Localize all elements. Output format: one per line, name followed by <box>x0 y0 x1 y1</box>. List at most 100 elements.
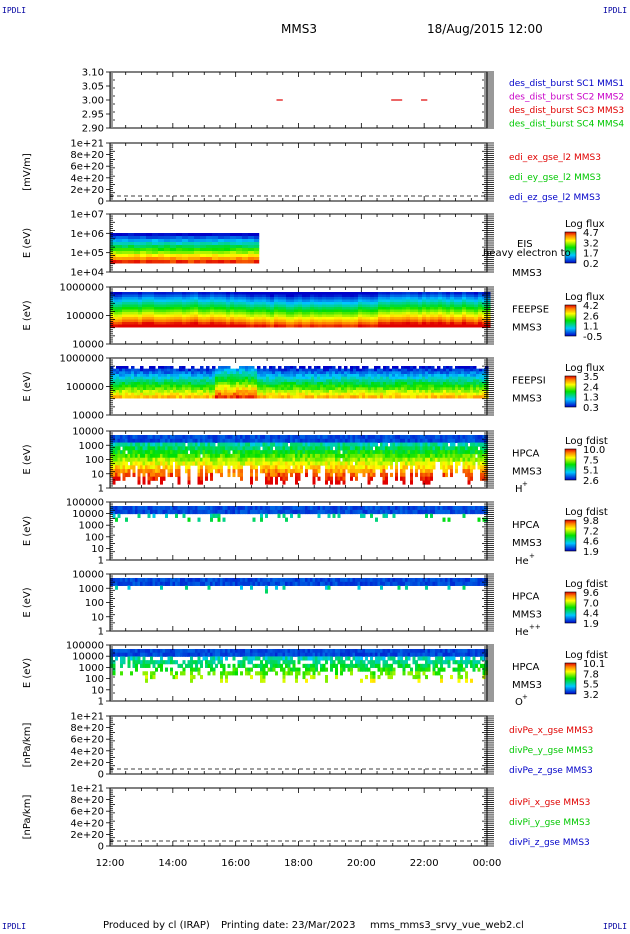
spectrogram-cell <box>474 314 479 318</box>
spectrogram-cell <box>458 387 462 391</box>
spectrogram-cell <box>162 461 166 466</box>
spectrogram-cell <box>254 309 259 313</box>
spectrogram-cell <box>167 390 171 394</box>
spectrogram-cell <box>322 319 327 323</box>
spectrogram-cell <box>167 392 171 396</box>
spectrogram-cell <box>202 302 207 305</box>
spectrogram-cell <box>210 446 213 451</box>
spectrogram-cell <box>212 368 216 372</box>
spectrogram-cell <box>240 438 243 443</box>
spectrogram-cell <box>440 384 444 388</box>
spectrogram-cell <box>146 387 150 391</box>
spectrogram-cell <box>155 469 158 474</box>
spectrogram-cell <box>263 374 267 378</box>
spectrogram-cell <box>354 302 359 305</box>
spectrogram-cell <box>210 450 213 455</box>
spectrogram-cell <box>287 376 291 380</box>
spectrogram-cell <box>230 322 235 325</box>
spectrogram-cell <box>146 379 150 383</box>
spectrogram-cell <box>164 242 171 246</box>
spectrogram-cell <box>245 384 249 388</box>
spectrogram-cell <box>152 506 156 511</box>
spectrogram-cell <box>359 376 363 380</box>
spectrogram-cell <box>134 245 141 249</box>
spectrogram-cell <box>232 435 236 440</box>
spectrogram-cell <box>317 509 321 515</box>
spectrogram-cell <box>415 438 418 443</box>
spectrogram-cell <box>158 257 165 261</box>
spectrogram-cell <box>250 299 255 303</box>
spectrogram-cell <box>350 453 353 459</box>
spectrogram-cell <box>326 395 330 399</box>
spectrogram-cell <box>457 453 461 459</box>
spectrogram-cell <box>341 374 345 378</box>
spectrogram-cell <box>371 395 375 399</box>
spectrogram-cell <box>347 368 351 372</box>
spectrogram-cell <box>322 453 326 459</box>
spectrogram-cell <box>314 302 319 305</box>
spectrogram-cell <box>164 233 171 237</box>
spectrogram-cell <box>317 461 321 466</box>
spectrogram-cell <box>155 374 159 378</box>
spectrogram-cell <box>464 387 468 391</box>
spectrogram-cell <box>147 476 151 481</box>
spectrogram-cell <box>377 395 381 399</box>
spectrogram-cell <box>407 379 411 383</box>
spectrogram-cell <box>250 457 253 462</box>
spectrogram-cell <box>417 461 421 466</box>
spectrogram-cell <box>138 299 143 303</box>
spectrogram-cell <box>368 379 372 383</box>
spectrogram-cell <box>122 245 129 249</box>
spectrogram-cell <box>360 509 363 515</box>
spectrogram-cell <box>422 506 426 511</box>
spectrogram-cell <box>186 312 191 315</box>
spectrogram-cell <box>419 384 423 388</box>
spectrogram-cell <box>191 374 195 378</box>
spectrogram-cell <box>290 453 293 459</box>
spectrogram-cell <box>210 299 215 303</box>
spectrogram-cell <box>404 395 408 399</box>
spectrogram-cell <box>186 302 191 305</box>
spectrogram-cell <box>167 371 171 375</box>
spectrogram-cell <box>314 314 319 318</box>
spectrogram-cell <box>234 322 239 325</box>
spectrogram-cell <box>164 260 171 264</box>
spectrogram-cell <box>478 322 483 325</box>
spectrogram-cell <box>262 317 267 320</box>
spectrogram-cell <box>386 387 390 391</box>
spectrogram-cell <box>358 307 363 310</box>
spectrogram-cell <box>422 472 426 478</box>
spectrogram-cell <box>347 374 351 378</box>
spectrogram-cell <box>210 297 215 300</box>
spectrogram-cell <box>371 390 375 394</box>
spectrogram-cell <box>149 371 153 375</box>
spectrogram-cell <box>285 435 288 440</box>
spectrogram-cell <box>425 384 429 388</box>
spectrogram-cell <box>285 446 288 451</box>
spectrogram-cell <box>374 314 379 318</box>
spectrogram-cell <box>142 304 147 308</box>
spectrogram-cell <box>166 324 171 328</box>
spectrogram-cell <box>325 450 328 455</box>
spectrogram-cell <box>350 309 355 313</box>
spectrogram-cell <box>382 312 387 315</box>
spectrogram-cell <box>306 292 311 295</box>
spectrogram-cell <box>314 307 319 310</box>
spectrogram-cell <box>157 509 161 515</box>
spectrogram-cell <box>176 251 183 255</box>
spectrogram-cell <box>217 450 221 455</box>
spectrogram-cell <box>214 322 219 325</box>
spectrogram-cell <box>359 374 363 378</box>
spectrogram-cell <box>347 387 351 391</box>
spectrogram-cell <box>430 314 435 318</box>
spectrogram-cell <box>352 453 356 459</box>
spectrogram-cell <box>458 384 462 388</box>
spectrogram-cell <box>297 438 301 443</box>
spectrogram-cell <box>237 453 241 459</box>
spectrogram-cell <box>431 366 435 370</box>
spectrogram-cell <box>227 379 231 383</box>
spectrogram-cell <box>330 461 333 466</box>
spectrogram-cell <box>472 457 476 462</box>
spectrogram-cell <box>182 292 187 295</box>
spectrogram-cell <box>338 309 343 313</box>
